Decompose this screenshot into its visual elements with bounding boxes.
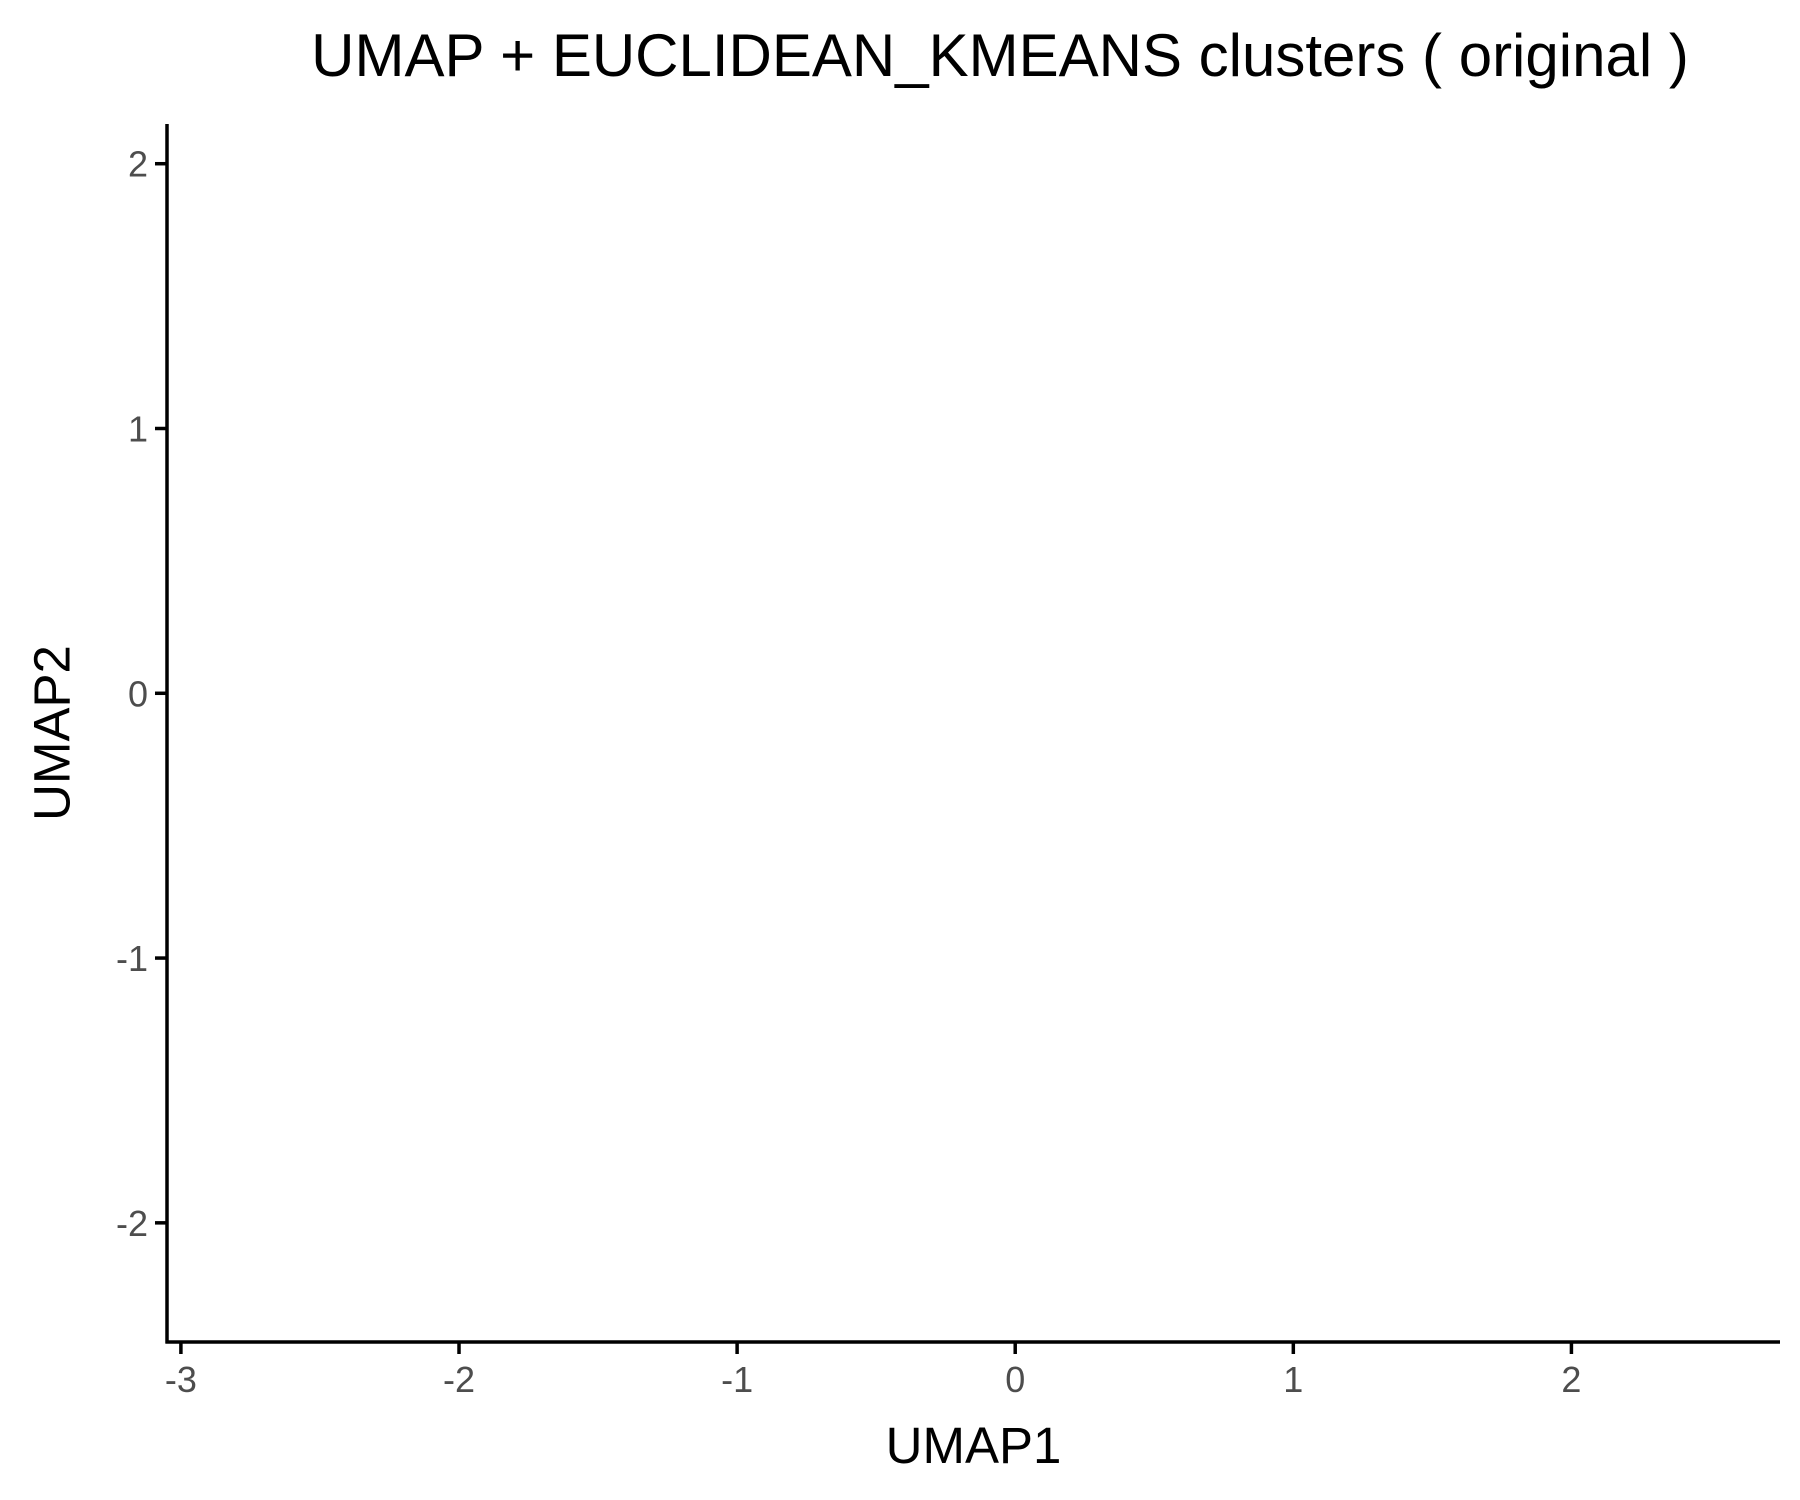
x-tick-label: 2	[1561, 1359, 1581, 1400]
y-axis-title: UMAP2	[24, 645, 81, 821]
x-tick-label: 0	[1005, 1359, 1025, 1400]
x-axis-title: UMAP1	[886, 1417, 1062, 1474]
x-tick-label: -2	[443, 1359, 475, 1400]
y-tick-label: 1	[128, 409, 148, 450]
y-tick-label: 0	[128, 673, 148, 714]
x-tick-label: -3	[165, 1359, 197, 1400]
y-tick-label: -2	[116, 1203, 148, 1244]
x-tick-label: 1	[1283, 1359, 1303, 1400]
y-tick-label: -1	[116, 938, 148, 979]
y-axis-ticks: -2 -1 0 1 2	[116, 144, 167, 1244]
x-axis-ticks: -3 -2 -1 0 1 2	[165, 1342, 1581, 1400]
y-tick-label: 2	[128, 144, 148, 185]
x-tick-label: -1	[721, 1359, 753, 1400]
chart-title: UMAP + EUCLIDEAN_KMEANS clusters ( origi…	[311, 22, 1689, 89]
